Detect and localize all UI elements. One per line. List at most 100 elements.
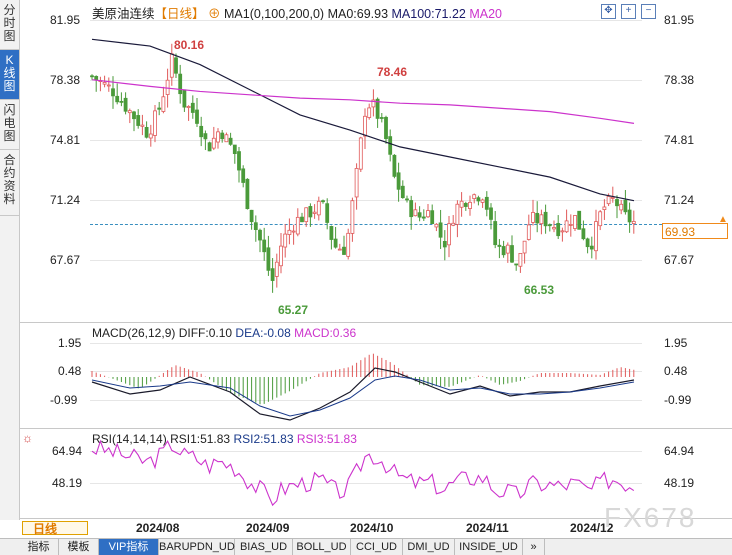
candle-body [266,247,271,271]
kline-chart[interactable] [0,0,732,320]
candle-body [308,206,313,218]
candle-body [371,99,376,108]
price-tick-left: 71.24 [50,193,81,207]
period-button[interactable]: 日线 [22,521,88,536]
candle-body [358,137,363,170]
tab-cci[interactable]: CCI_UD [351,539,403,555]
macd-tick-left: 0.48 [58,364,82,378]
candle-body [123,97,128,112]
rsi-chart[interactable] [0,428,732,518]
candle-body [312,211,317,214]
candle-body [434,223,439,228]
tab-flash-chart[interactable]: 闪电图 [0,100,19,150]
candle-body [262,239,267,253]
tab-timeshare[interactable]: 分时图 [0,0,19,50]
candle-body [442,241,447,248]
macd-chart[interactable] [0,322,732,428]
candle-body [329,226,334,240]
candle-group [90,43,636,293]
candle-body [119,100,124,103]
candle-body [283,233,288,248]
tab-barupdn[interactable]: BARUPDN_UD [159,539,235,555]
price-tick: 74.81 [664,133,695,147]
tab-boll[interactable]: BOLL_UD [293,539,351,555]
candle-body [333,238,338,248]
candle-body [350,200,355,234]
candle-body [438,222,443,238]
add-icon[interactable]: ⊕ [208,7,221,21]
date-label: 2024/10 [350,521,394,535]
candle-body [564,220,569,233]
candle-body [518,253,523,267]
ma20-label: MA20 [469,7,503,21]
candle-body [321,200,325,203]
candle-body [426,210,430,218]
candle-body [228,137,233,145]
ma0-value: MA0:69.93 [327,7,389,21]
candle-body [245,178,250,210]
candle-body [489,207,493,220]
tab-templates[interactable]: 模板 [59,539,99,555]
tab-inside[interactable]: INSIDE_UD [455,539,523,555]
sun-icon[interactable]: ☼ [22,431,33,445]
candle-body [627,209,632,223]
expand-icon[interactable]: ✥ [601,4,616,19]
candle-body [497,244,502,247]
candle-body [560,230,565,233]
candle-body [207,142,212,152]
rsi-tick: 64.94 [664,444,695,458]
tab-vip-indicators[interactable]: VIP指标 [99,539,159,555]
candle-body [598,211,603,227]
candle-body [585,238,590,248]
candle-body [430,210,435,224]
candle-body [480,199,485,203]
tab-bias[interactable]: BIAS_UD [235,539,293,555]
indicator-tab-bar: 指标 模板 VIP指标 BARUPDN_UD BIAS_UD BOLL_UD C… [0,538,732,555]
price-tick: 71.24 [664,193,695,207]
period-label: 【日线】 [154,7,205,21]
candle-body [157,107,162,110]
candle-body [417,212,422,218]
candle-body [505,244,510,254]
rsi-tick-left: 48.19 [52,476,83,490]
tab-indicators[interactable]: 指标 [19,539,59,555]
macd-tick: 0.48 [664,364,688,378]
price-tick-left: 74.81 [50,133,81,147]
candle-body [287,229,292,235]
candle-body [409,200,414,218]
rsi-line [91,439,635,507]
zoom-out-icon[interactable]: − [641,4,656,19]
tab-contract-info[interactable]: 合约资料 [0,150,19,216]
candle-body [484,196,489,210]
candle-body [203,133,208,140]
symbol-name: 美原油连续 [92,7,155,21]
candle-body [459,200,464,208]
candle-body [379,117,384,119]
more-tabs-button[interactable]: » [523,539,545,555]
candle-body [258,229,262,241]
candle-body [610,196,615,199]
macd-histogram [91,353,635,405]
candle-body [232,144,237,155]
candle-body [413,209,418,217]
tab-dmi[interactable]: DMI_UD [403,539,455,555]
macd-tick-left: 1.95 [58,336,82,350]
candle-body [195,109,199,124]
candle-body [531,212,535,223]
ma100-line [91,38,635,202]
candle-body [279,245,283,267]
candle-body [132,111,136,120]
zoom-in-icon[interactable]: + [621,4,636,19]
price-tick: 67.67 [664,253,695,267]
candle-body [363,115,367,137]
tab-kline[interactable]: K线图 [0,50,19,100]
candle-body [241,168,246,183]
candle-body [573,215,577,229]
candle-body [354,168,359,198]
date-label: 2024/09 [246,521,290,535]
candle-body [619,203,624,211]
candle-body [455,203,460,225]
candle-body [522,240,527,254]
candle-body [174,57,178,74]
high-annotation: 80.16 [174,38,205,52]
